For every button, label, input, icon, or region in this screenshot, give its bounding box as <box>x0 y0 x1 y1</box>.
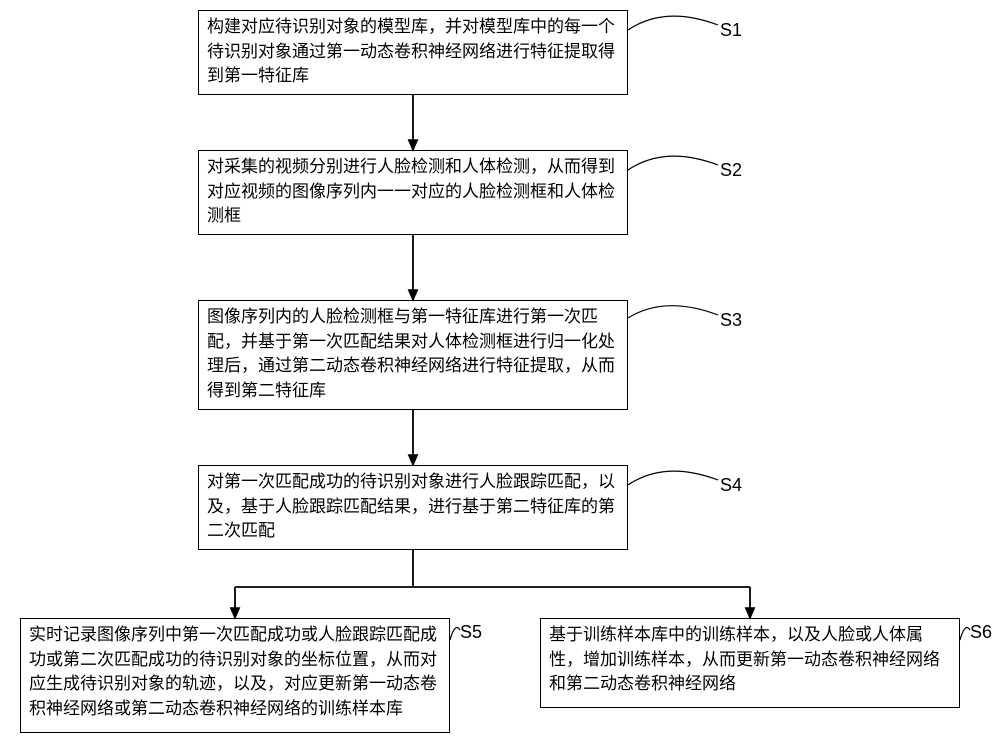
label-connector-s3 <box>628 306 718 318</box>
step-s3-text: 图像序列内的人脸检测框与第一特征库进行第一次匹配，并基于第一次匹配结果对人体检测… <box>207 305 619 404</box>
step-s2-label: S2 <box>720 160 742 181</box>
step-s3-label: S3 <box>720 310 742 331</box>
step-s6-box: 基于训练样本库中的训练样本，以及人脸或人体属性，增加训练样本，从而更新第一动态卷… <box>540 618 960 708</box>
flowchart-canvas: 构建对应待识别对象的模型库，并对模型库中的每一个待识别对象通过第一动态卷积神经网… <box>0 0 1000 746</box>
step-s5-label: S5 <box>460 622 482 643</box>
step-s6-label: S6 <box>970 622 992 643</box>
label-connector-s6 <box>960 628 970 640</box>
step-s1-box: 构建对应待识别对象的模型库，并对模型库中的每一个待识别对象通过第一动态卷积神经网… <box>198 10 628 95</box>
step-s1-label: S1 <box>720 20 742 41</box>
step-s1-text: 构建对应待识别对象的模型库，并对模型库中的每一个待识别对象通过第一动态卷积神经网… <box>207 15 619 89</box>
step-s2-box: 对采集的视频分别进行人脸检测和人体检测，从而得到对应视频的图像序列内一一对应的人… <box>198 150 628 235</box>
label-connector-s4 <box>628 471 718 485</box>
label-connector-s1 <box>628 16 718 30</box>
label-connector-s2 <box>628 156 718 170</box>
step-s2-text: 对采集的视频分别进行人脸检测和人体检测，从而得到对应视频的图像序列内一一对应的人… <box>207 155 619 229</box>
step-s5-text: 实时记录图像序列中第一次匹配成功或人脸跟踪匹配成功或第二次匹配成功的待识别对象的… <box>29 623 441 722</box>
step-s4-text: 对第一次匹配成功的待识别对象进行人脸跟踪匹配，以及，基于人脸跟踪匹配结果，进行基… <box>207 470 619 544</box>
step-s5-box: 实时记录图像序列中第一次匹配成功或人脸跟踪匹配成功或第二次匹配成功的待识别对象的… <box>20 618 450 733</box>
step-s3-box: 图像序列内的人脸检测框与第一特征库进行第一次匹配，并基于第一次匹配结果对人体检测… <box>198 300 628 410</box>
label-connector-s5 <box>450 628 460 640</box>
step-s4-label: S4 <box>720 475 742 496</box>
step-s4-box: 对第一次匹配成功的待识别对象进行人脸跟踪匹配，以及，基于人脸跟踪匹配结果，进行基… <box>198 465 628 550</box>
step-s6-text: 基于训练样本库中的训练样本，以及人脸或人体属性，增加训练样本，从而更新第一动态卷… <box>549 623 951 697</box>
